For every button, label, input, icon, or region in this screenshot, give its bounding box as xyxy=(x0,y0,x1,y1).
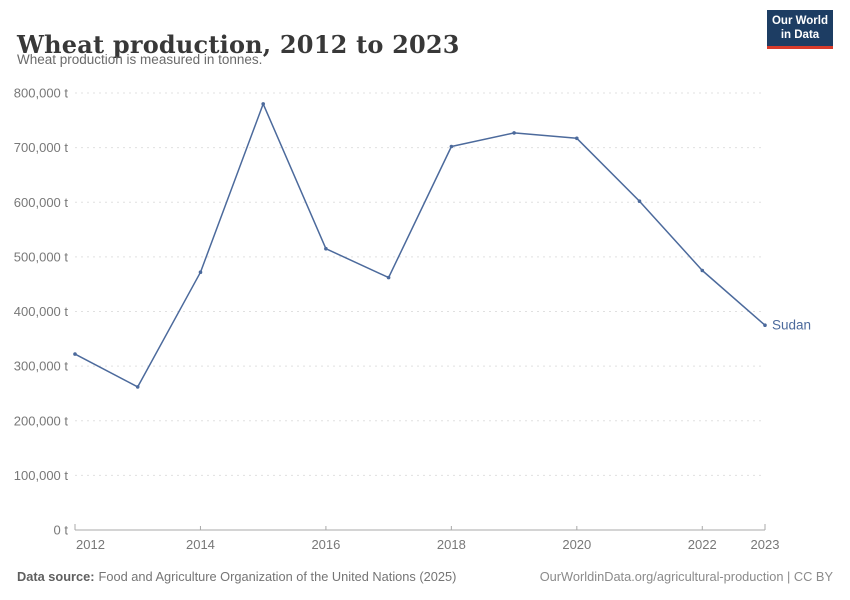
x-axis-tick-label: 2014 xyxy=(186,537,215,552)
owid-logo[interactable]: Our World in Data xyxy=(767,10,833,49)
x-axis-tick-label: 2018 xyxy=(437,537,466,552)
chart-title: Wheat production, 2012 to 2023 xyxy=(17,30,460,60)
data-point xyxy=(386,275,391,280)
data-point xyxy=(700,268,705,273)
data-point xyxy=(637,199,642,203)
data-point xyxy=(261,102,266,106)
y-axis-tick-label: 700,000 t xyxy=(14,140,69,155)
data-point xyxy=(135,385,140,389)
data-point xyxy=(575,136,579,141)
data-source-text: Food and Agriculture Organization of the… xyxy=(98,569,457,584)
data-point xyxy=(324,246,328,251)
data-source: Data source: Food and Agriculture Organiz… xyxy=(17,569,456,584)
y-axis-tick-label: 100,000 t xyxy=(14,468,69,483)
y-axis-tick-label: 800,000 t xyxy=(14,86,69,101)
series-line-sudan xyxy=(74,103,766,388)
x-axis-tick-label: 2022 xyxy=(688,537,717,552)
chart-footer: Data source: Food and Agriculture Organiz… xyxy=(17,569,833,584)
x-axis-tick-label: 2023 xyxy=(751,537,780,552)
data-source-label: Data source: xyxy=(17,569,95,584)
y-axis-tick-label: 400,000 t xyxy=(14,304,69,319)
chart-subtitle: Wheat production is measured in tonnes. xyxy=(17,52,263,67)
owid-logo-line2: in Data xyxy=(780,29,820,41)
x-axis-tick-label: 2012 xyxy=(76,537,105,552)
owid-logo-line1: Our World xyxy=(771,14,828,27)
x-axis-tick-label: 2020 xyxy=(562,537,591,552)
series-label-sudan: Sudan xyxy=(772,318,811,333)
y-axis-tick-label: 200,000 t xyxy=(14,413,69,428)
data-point xyxy=(449,144,454,149)
data-point xyxy=(198,270,203,275)
credit-link[interactable]: OurWorldinData.org/agricultural-producti… xyxy=(539,569,833,584)
y-axis-tick-label: 300,000 t xyxy=(14,359,69,374)
data-point xyxy=(73,352,77,356)
y-axis-tick-label: 600,000 t xyxy=(14,195,69,210)
data-point xyxy=(763,323,767,328)
y-axis-tick-label: 0 t xyxy=(54,523,69,538)
y-axis-tick-label: 500,000 t xyxy=(14,249,69,264)
data-point xyxy=(512,131,516,135)
x-axis-tick-label: 2016 xyxy=(311,537,340,552)
